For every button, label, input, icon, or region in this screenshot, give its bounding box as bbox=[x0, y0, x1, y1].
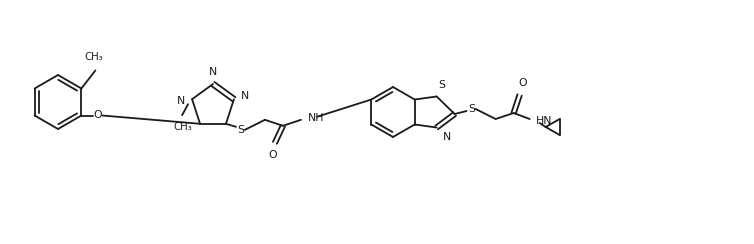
Text: NH: NH bbox=[308, 113, 324, 123]
Text: O: O bbox=[93, 111, 102, 121]
Text: N: N bbox=[443, 132, 451, 142]
Text: O: O bbox=[268, 150, 277, 160]
Text: N: N bbox=[241, 91, 249, 101]
Text: S: S bbox=[468, 104, 475, 114]
Text: CH₃: CH₃ bbox=[173, 122, 192, 132]
Text: N: N bbox=[209, 67, 217, 77]
Text: HN: HN bbox=[535, 116, 552, 126]
Text: S: S bbox=[238, 125, 244, 135]
Text: O: O bbox=[518, 78, 527, 88]
Text: N: N bbox=[177, 96, 185, 106]
Text: CH₃: CH₃ bbox=[84, 51, 103, 61]
Text: S: S bbox=[438, 80, 445, 90]
